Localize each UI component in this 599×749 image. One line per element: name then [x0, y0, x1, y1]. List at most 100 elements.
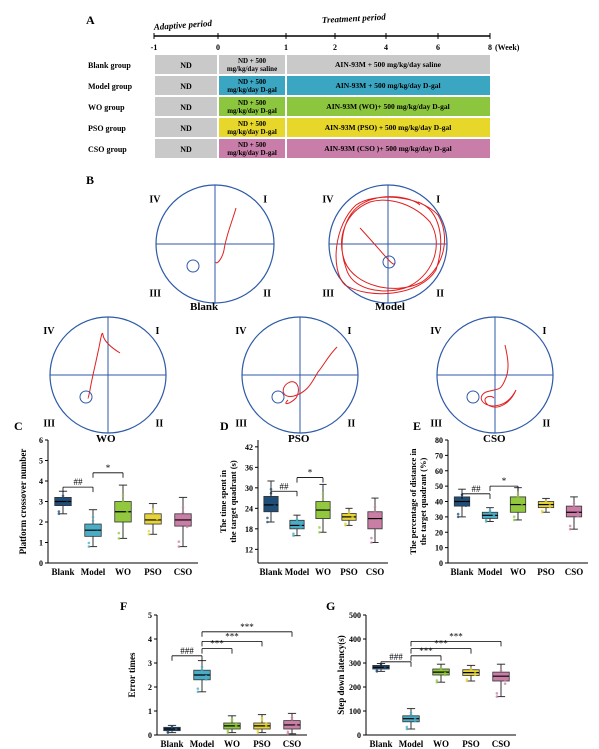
platform-marker — [186, 259, 200, 273]
data-point — [377, 523, 380, 527]
swim-trajectory — [215, 207, 237, 264]
data-point — [155, 520, 159, 524]
data-point — [464, 501, 468, 505]
data-point — [294, 724, 298, 727]
data-point — [373, 505, 377, 509]
data-point — [516, 492, 520, 496]
quadrant-label-iv: IV — [43, 326, 55, 337]
swim-trajectory — [282, 346, 338, 405]
box-model — [193, 660, 211, 694]
data-point — [299, 526, 302, 529]
panel-letter-c: C — [14, 419, 23, 433]
y-tick-label: 4 — [148, 635, 152, 644]
treatment-cell-text: AIN-93M + 500 mg/kg/day D-gal — [335, 81, 440, 90]
data-point — [290, 716, 294, 719]
significance-bracket: *** — [201, 622, 293, 637]
timeline-ticks — [153, 33, 491, 39]
data-point — [370, 541, 373, 544]
quadrant-label-iv: IV — [322, 194, 334, 205]
adaptive-cell-text: ND — [180, 145, 192, 154]
data-point — [344, 522, 347, 526]
data-point — [377, 518, 380, 522]
group-name: WO group — [88, 103, 125, 112]
significance-bracket: * — [296, 468, 324, 483]
treatment-cell — [287, 97, 490, 116]
x-tick-label: PSO — [537, 567, 555, 577]
week0-cell-line2: mg/kg/day D-gal — [227, 107, 277, 115]
data-point — [260, 718, 264, 722]
data-point — [290, 718, 294, 721]
panel-a: A Adaptive period Treatment period -1 0 … — [86, 12, 520, 158]
data-point — [439, 668, 443, 671]
x-tick-label: Model — [478, 567, 503, 577]
group-name: Model group — [88, 82, 133, 91]
week0-cell-line1: ND + 500 — [238, 78, 267, 86]
data-point — [196, 690, 200, 694]
data-point — [520, 502, 524, 506]
data-point — [456, 515, 460, 519]
data-point — [264, 724, 268, 727]
quadrant-label-i: I — [348, 326, 352, 337]
week0-cell-line2: mg/kg/day D-gal — [227, 128, 277, 136]
data-point — [465, 678, 469, 681]
platform-marker — [79, 390, 93, 404]
data-point — [256, 729, 260, 733]
timeline-tick-labels: -1 0 1 2 4 6 8 — [151, 43, 492, 52]
box-chart-g: 0 100 200 300 400 500 Step down latency(s) Blan… — [336, 611, 516, 749]
platform-marker — [271, 390, 285, 404]
box-cso — [492, 663, 510, 698]
data-point — [121, 499, 125, 503]
box-cso — [565, 496, 583, 531]
quadrant-label-i: I — [436, 194, 440, 205]
data-point — [383, 666, 387, 669]
platform-marker — [466, 390, 480, 404]
water-maze-grid: IIIIIIIVBlankIIIIIIIVModelIIIIIIIVWOIIII… — [43, 184, 554, 445]
significance-label: *** — [434, 639, 448, 649]
data-point — [325, 507, 328, 510]
data-point — [503, 679, 507, 682]
significance-label: * — [502, 476, 507, 486]
y-tick-label: 100 — [349, 707, 361, 716]
x-tick-label: Model — [399, 739, 424, 749]
data-point — [65, 503, 69, 507]
data-point — [177, 540, 181, 543]
data-point — [61, 494, 65, 498]
x-tick-label: CSO — [283, 739, 302, 749]
significance-label: ## — [280, 481, 290, 491]
x-tick-label: Model — [81, 567, 106, 577]
adaptive-cell — [155, 76, 217, 95]
x-tick-label: Blank — [51, 567, 74, 577]
box-iqr — [263, 495, 279, 513]
data-point — [269, 487, 273, 491]
x-tick-label: Model — [190, 739, 215, 749]
y-tick-label: 1 — [148, 707, 152, 716]
adaptive-cell — [155, 118, 217, 137]
data-point — [572, 505, 576, 508]
significance-bracket: *** — [201, 631, 263, 647]
box-chart-d: 12 18 24 30 36 42 The time spent in the target … — [218, 440, 388, 577]
week0-cell-line1: ND + 500 — [238, 141, 267, 149]
quadrant-label-i: I — [543, 326, 547, 337]
data-point — [234, 722, 238, 726]
box-wo — [114, 484, 132, 540]
data-point — [435, 680, 439, 684]
treatment-cell — [287, 139, 490, 158]
x-tick-label: WO — [224, 739, 240, 749]
box-iqr — [367, 511, 383, 530]
x-tick-label: WO — [315, 567, 331, 577]
data-point — [286, 732, 290, 736]
data-point — [299, 524, 302, 527]
week0-cell-line2: mg/kg/day D-gal — [227, 86, 277, 94]
y-tick-label: 18 — [245, 525, 253, 534]
treatment-cell-text: AIN-93M (WO)+ 500 mg/kg/day D-gal — [326, 102, 449, 111]
x-tick-label: Blank — [369, 739, 392, 749]
data-point — [435, 679, 439, 682]
quadrant-label-i: I — [156, 326, 160, 337]
